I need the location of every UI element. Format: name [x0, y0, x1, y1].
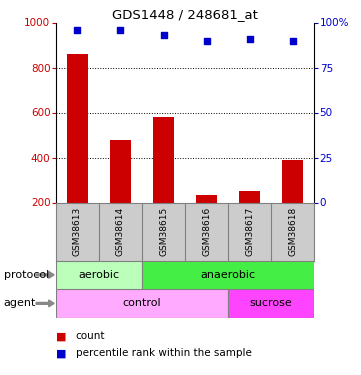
Bar	[56, 261, 142, 289]
Text: GSM38613: GSM38613	[73, 207, 82, 256]
Bar	[228, 289, 314, 318]
Text: GSM38614: GSM38614	[116, 207, 125, 256]
Point	[118, 27, 123, 33]
Bar	[67, 54, 88, 248]
Point	[247, 36, 252, 42]
Text: aerobic: aerobic	[78, 270, 119, 280]
Bar	[282, 160, 303, 248]
Point	[204, 38, 209, 44]
Text: ■: ■	[56, 348, 66, 358]
Text: percentile rank within the sample: percentile rank within the sample	[76, 348, 252, 358]
Point	[161, 32, 166, 38]
Bar	[142, 261, 314, 289]
Text: anaerobic: anaerobic	[200, 270, 256, 280]
Text: sucrose: sucrose	[250, 298, 292, 308]
Point	[75, 27, 81, 33]
Bar	[196, 195, 217, 248]
Text: control: control	[123, 298, 161, 308]
Text: GSM38615: GSM38615	[159, 207, 168, 256]
Bar	[110, 140, 131, 248]
Title: GDS1448 / 248681_at: GDS1448 / 248681_at	[112, 8, 258, 21]
Text: GSM38618: GSM38618	[288, 207, 297, 256]
Text: protocol: protocol	[4, 270, 49, 280]
Bar	[56, 289, 228, 318]
Text: GSM38616: GSM38616	[202, 207, 211, 256]
Text: ■: ■	[56, 332, 66, 341]
Point	[290, 38, 295, 44]
Bar	[239, 191, 260, 248]
Text: count: count	[76, 332, 105, 341]
Bar	[153, 117, 174, 248]
Text: GSM38617: GSM38617	[245, 207, 254, 256]
Text: agent: agent	[4, 298, 36, 308]
